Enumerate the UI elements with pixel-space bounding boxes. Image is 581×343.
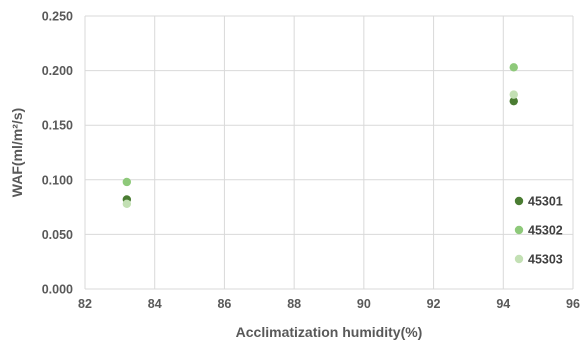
- legend-label-45303: 45303: [528, 253, 563, 267]
- y-tick-label: 0.000: [42, 283, 73, 297]
- x-tick-label: 84: [148, 297, 162, 311]
- legend-label-45302: 45302: [528, 224, 563, 238]
- y-axis-ticks: 0.000 0.050 0.100 0.150 0.200 0.250: [42, 10, 73, 297]
- grid-lines: [84, 15, 574, 290]
- legend-marker-45302: [514, 225, 524, 235]
- x-tick-label: 96: [566, 297, 580, 311]
- data-point-45302: [509, 63, 518, 72]
- y-tick-label: 0.100: [42, 173, 73, 187]
- x-tick-label: 90: [357, 297, 371, 311]
- legend-marker-45301: [514, 196, 524, 206]
- y-tick-label: 0.200: [42, 64, 73, 78]
- x-tick-label: 94: [496, 297, 510, 311]
- x-tick-label: 92: [427, 297, 441, 311]
- legend: 45301 45302 45303: [514, 195, 563, 267]
- x-axis-title: Acclimatization humidity(%): [236, 324, 423, 340]
- x-tick-label: 88: [287, 297, 301, 311]
- data-point-45303: [509, 90, 518, 99]
- y-tick-label: 0.050: [42, 228, 73, 242]
- y-tick-label: 0.250: [42, 10, 73, 24]
- y-axis-title: WAF(ml/m²/s): [9, 108, 25, 197]
- x-axis-ticks: 82 84 86 88 90 92 94 96: [78, 297, 580, 311]
- data-point-45302: [122, 177, 132, 187]
- x-tick-label: 82: [78, 297, 92, 311]
- data-point-45301: [509, 96, 518, 106]
- data-points: [122, 63, 518, 209]
- legend-label-45301: 45301: [528, 195, 563, 209]
- x-tick-label: 86: [217, 297, 231, 311]
- legend-marker-45303: [514, 254, 524, 264]
- data-point-45303: [122, 199, 132, 209]
- y-tick-label: 0.150: [42, 119, 73, 133]
